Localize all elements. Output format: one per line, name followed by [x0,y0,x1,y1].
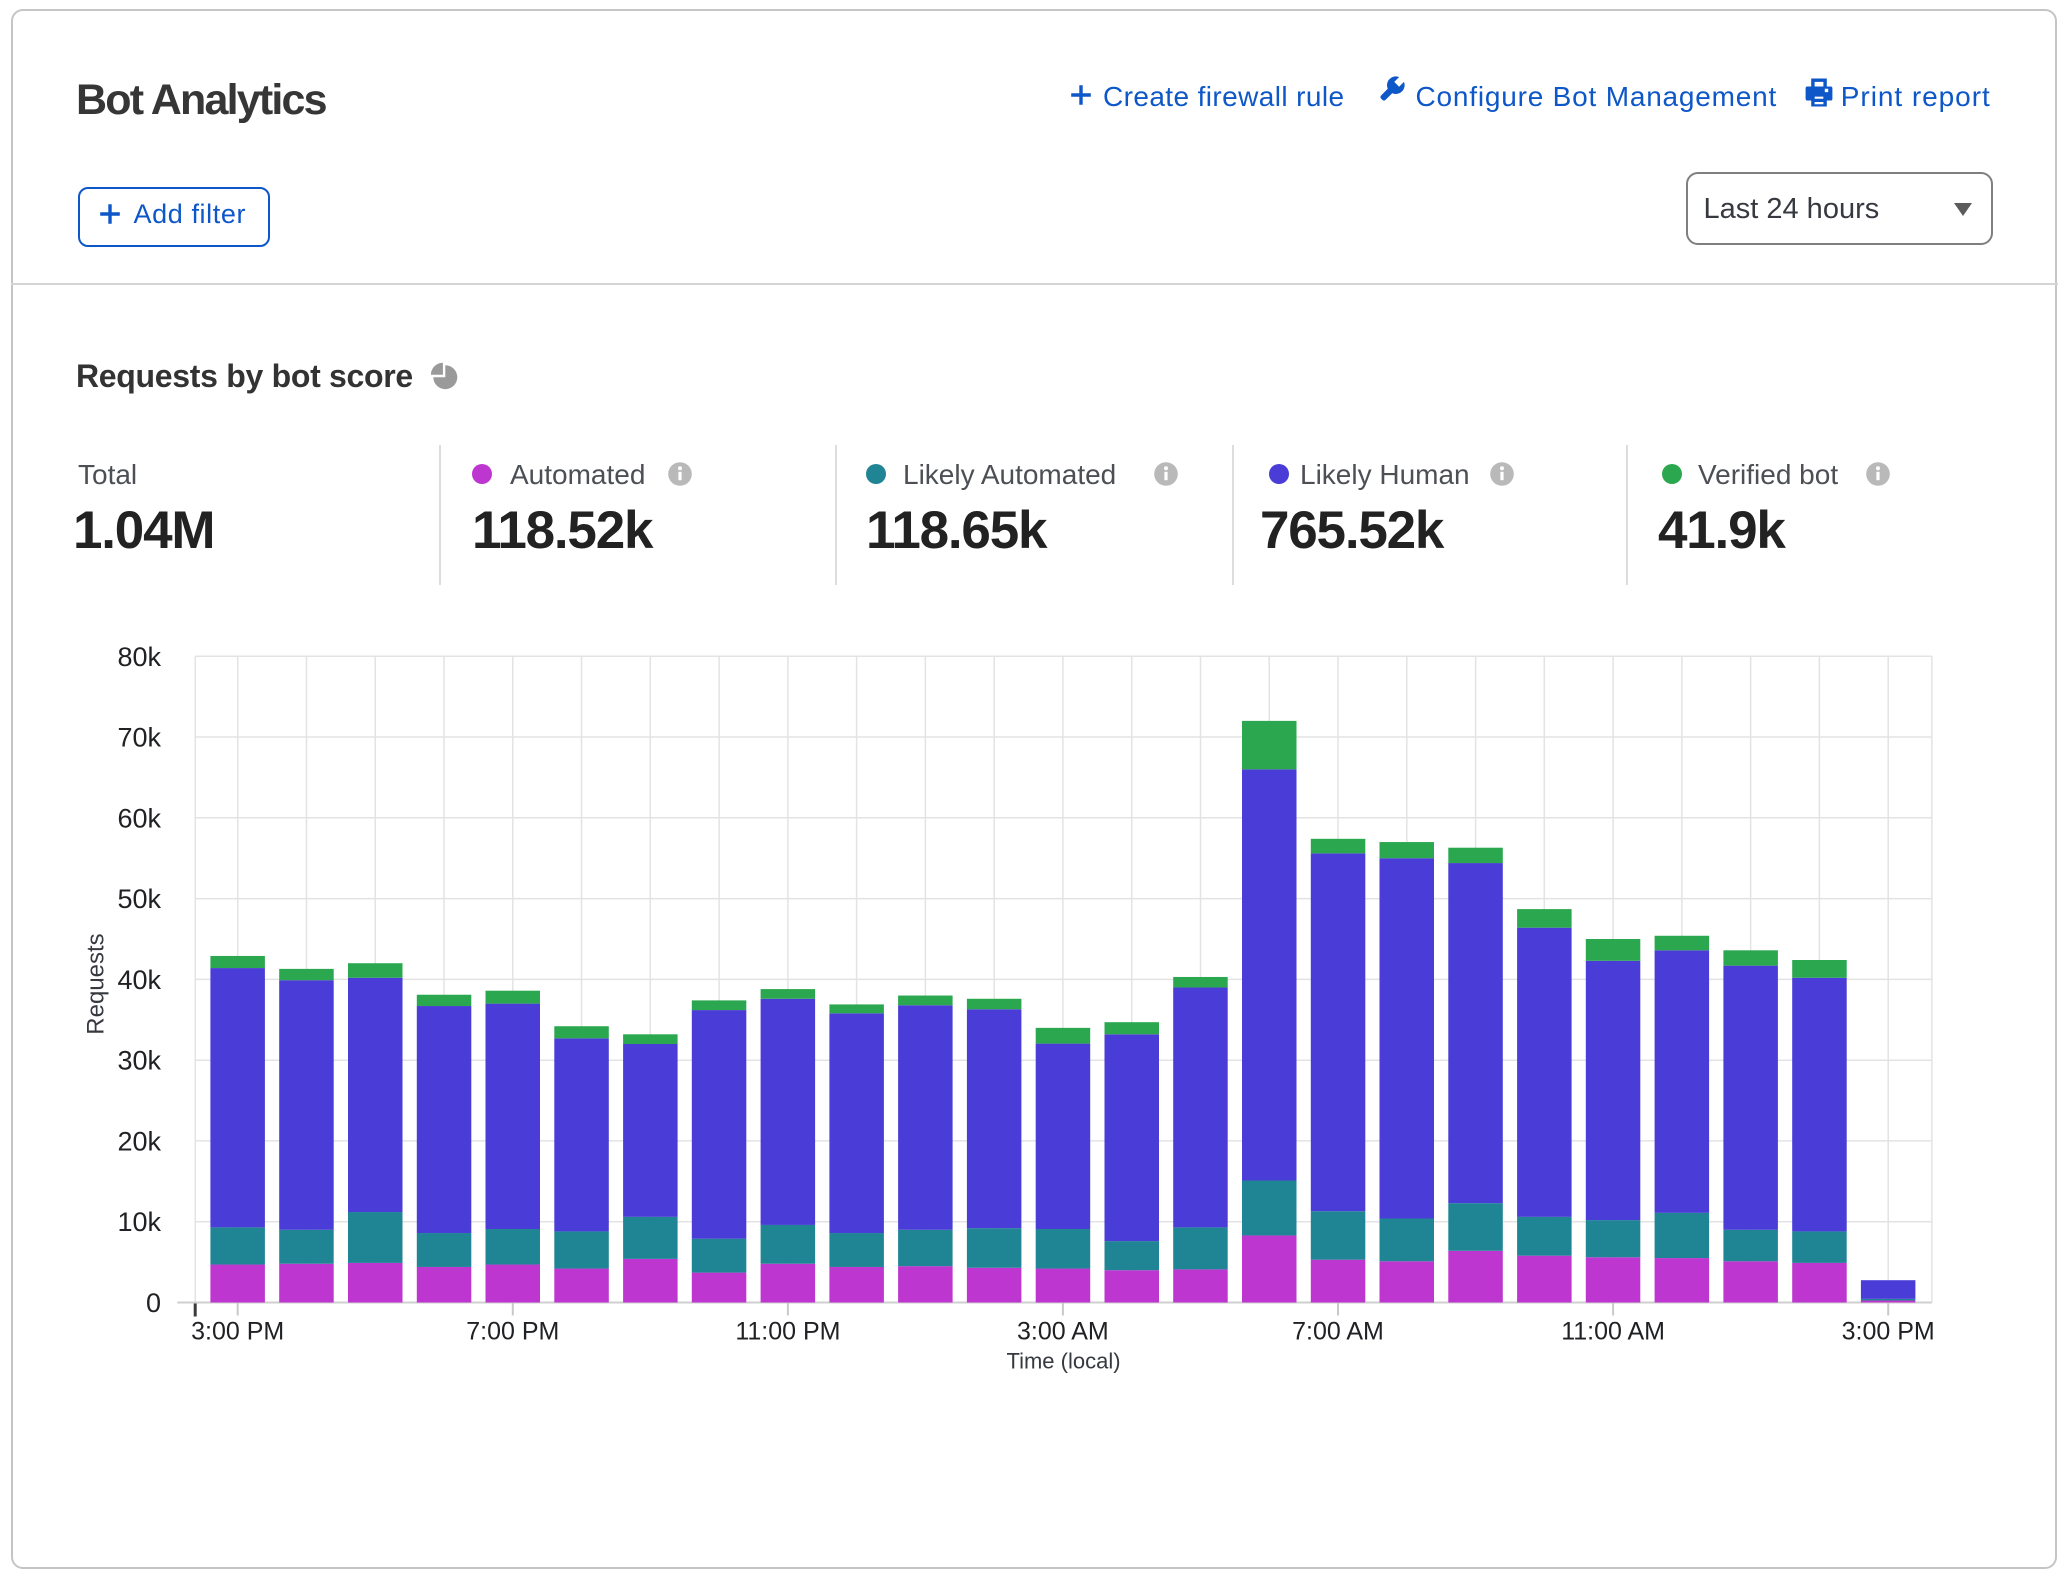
svg-text:70k: 70k [117,723,161,753]
svg-text:0: 0 [146,1288,161,1318]
svg-text:Time (local): Time (local) [1006,1349,1120,1374]
svg-text:3:00 PM: 3:00 PM [1842,1318,1935,1346]
svg-text:11:00 AM: 11:00 AM [1561,1318,1665,1346]
svg-text:10k: 10k [117,1207,161,1237]
svg-text:40k: 40k [117,965,161,995]
svg-text:7:00 AM: 7:00 AM [1292,1318,1384,1346]
svg-text:60k: 60k [117,803,161,833]
svg-text:80k: 80k [117,642,161,672]
svg-text:7:00 PM: 7:00 PM [466,1318,559,1346]
svg-text:20k: 20k [117,1126,161,1156]
svg-text:Requests: Requests [83,933,110,1034]
svg-text:30k: 30k [117,1046,161,1076]
svg-text:50k: 50k [117,884,161,914]
svg-text:3:00 PM: 3:00 PM [191,1318,284,1346]
svg-text:11:00 PM: 11:00 PM [735,1318,840,1346]
svg-text:3:00 AM: 3:00 AM [1017,1318,1109,1346]
